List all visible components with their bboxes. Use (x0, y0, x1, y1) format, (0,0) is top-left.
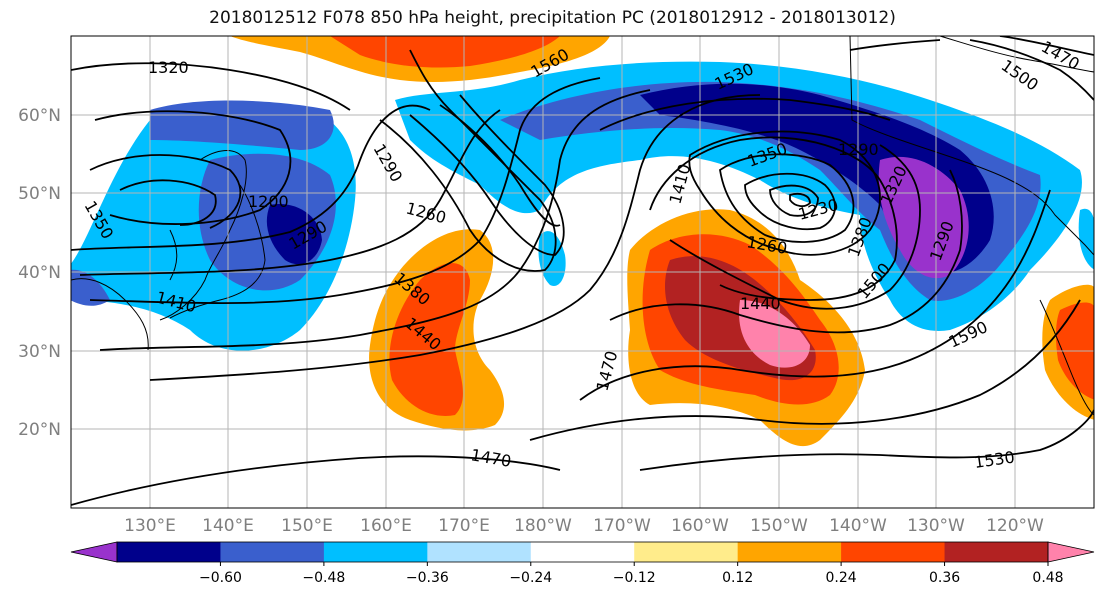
lon-label: 140°E (202, 516, 254, 536)
contour-label: 1470 (469, 445, 512, 471)
lat-label: 50°N (18, 184, 61, 204)
precipitation-shading (71, 36, 1094, 447)
colorbar-tick-label: −0.48 (302, 570, 345, 586)
lon-label: 180°W (514, 516, 572, 536)
latitude-labels: 60°N 50°N 40°N 30°N 20°N (18, 106, 61, 440)
contour-label: 1440 (740, 294, 781, 313)
lon-label: 120°W (986, 516, 1044, 536)
coastlines (71, 36, 1094, 416)
colorbar-extend-low (70, 541, 118, 563)
lon-label: 170°W (593, 516, 651, 536)
colorbar-tick-label: 0.36 (929, 570, 960, 586)
colorbar-tick-label: −0.60 (199, 570, 242, 586)
lat-label: 30°N (18, 342, 61, 362)
colorbar-segment (530, 542, 635, 562)
height-contours (71, 36, 1094, 506)
colorbar-ticks: −0.60 −0.48 −0.36 −0.24 −0.12 0.12 0.24 0.36 0.4… (199, 562, 1064, 586)
contour-label: 1260 (404, 199, 448, 228)
colorbar-frame (116, 541, 1049, 563)
colorbar-segment (944, 542, 1049, 562)
contour-label: 1410 (666, 162, 695, 206)
colorbar-segment (634, 542, 739, 562)
lon-label: 150°W (750, 516, 808, 536)
lat-label: 20°N (18, 420, 61, 440)
contour-label: 1320 (148, 58, 189, 77)
lon-label: 160°W (671, 516, 729, 536)
map-frame (70, 35, 1095, 509)
lat-label: 40°N (18, 263, 61, 283)
colorbar-extend-high (1047, 541, 1095, 563)
lon-label: 130°E (124, 516, 176, 536)
lon-label: 140°W (829, 516, 887, 536)
colorbar-tick-label: 0.12 (722, 570, 753, 586)
lon-label: 160°E (360, 516, 412, 536)
colorbar-segment (841, 542, 946, 562)
lon-label: 130°W (907, 516, 965, 536)
longitude-labels: 130°E 140°E 150°E 160°E 170°E 180°W 170°… (124, 516, 1044, 536)
contour-label: 1290 (370, 141, 407, 186)
graticule (71, 36, 1094, 508)
colorbar-tick-label: −0.36 (406, 570, 449, 586)
contour-label: 1470 (1038, 37, 1083, 74)
contour-label: 1200 (248, 192, 289, 211)
colorbar-segment (427, 542, 532, 562)
contour-label: 1470 (593, 349, 622, 393)
colorbar-tick-label: 0.48 (1032, 570, 1063, 586)
colorbar-segment (323, 542, 428, 562)
colorbar-segment (737, 542, 842, 562)
colorbar-segment (220, 542, 325, 562)
colorbar (70, 541, 1095, 563)
colorbar-tick-label: −0.24 (509, 570, 552, 586)
colorbar-tick-label: 0.24 (826, 570, 857, 586)
lat-label: 60°N (18, 106, 61, 126)
colorbar-tick-label: −0.12 (613, 570, 656, 586)
lon-label: 150°E (281, 516, 333, 536)
contour-label: 1290 (838, 140, 879, 159)
contour-label: 1500 (998, 56, 1042, 95)
map-title: 2018012512 F078 850 hPa height, precipit… (209, 8, 896, 28)
lon-label: 170°E (438, 516, 490, 536)
colorbar-segment (117, 542, 221, 562)
contour-label: 1530 (973, 447, 1016, 471)
